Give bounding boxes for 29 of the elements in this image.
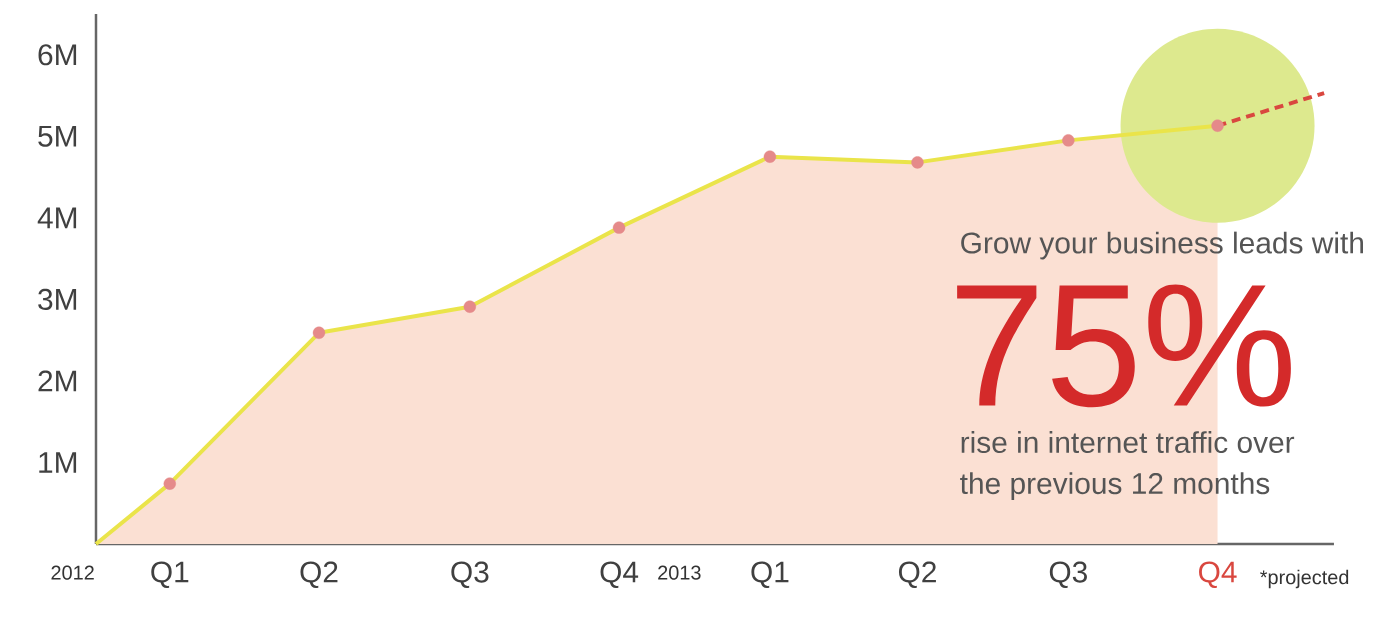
y-tick-label: 1M [39, 452, 77, 473]
y-tick-label: 2M [38, 370, 77, 392]
x-tick-label: Q3 [451, 561, 489, 588]
text: *projected [1260, 569, 1349, 589]
point [163, 477, 176, 490]
annotation: rise in internet traffic over [961, 431, 1295, 454]
text: 2013 [658, 565, 701, 580]
x-tick-label: Q2 [898, 561, 936, 588]
point [1062, 134, 1075, 147]
y-tick-label: 5M [38, 125, 77, 147]
annotation: Grow your business leads with [961, 231, 1363, 260]
y-tick-label: 3M [38, 288, 77, 310]
x-tick-label: Q4 [600, 561, 639, 588]
point [1211, 119, 1224, 132]
point [463, 300, 477, 313]
point [763, 150, 777, 163]
x-tick-label: Q2 [300, 561, 338, 588]
x-tick-label: Q3 [1049, 561, 1087, 588]
point [312, 326, 326, 339]
point [911, 156, 924, 169]
x-tick-label: Q4 [1199, 561, 1237, 588]
text: 2012 [51, 565, 94, 580]
annotation: 75% [957, 284, 1291, 408]
annotation: the previous 12 months [960, 472, 1270, 501]
point [612, 221, 626, 234]
x-tick-label: Q1 [751, 561, 789, 588]
y-tick-label: 6M [38, 44, 77, 66]
x-tick-label: Q1 [151, 561, 189, 588]
y-tick-label: 4M [37, 207, 77, 229]
